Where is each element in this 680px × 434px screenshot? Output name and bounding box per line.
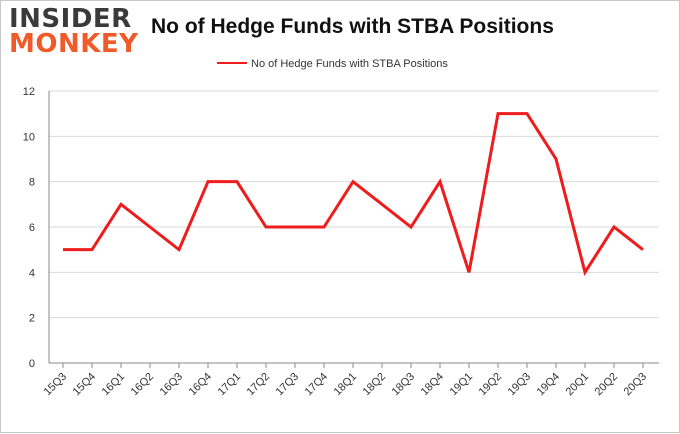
x-tick-label: 17Q1: [216, 371, 244, 399]
x-tick-label: 16Q1: [100, 371, 128, 399]
x-tick-labels: 15Q3 15Q4 16Q1 16Q2 16Q3 16Q4 17Q1 17Q2 17Q3 17Q4…: [42, 371, 650, 399]
x-tick-label: 15Q4: [71, 371, 99, 399]
x-tick-label: 17Q2: [245, 371, 273, 399]
y-tick-label: 2: [29, 313, 35, 325]
logo-line-2: MONKEY: [9, 29, 139, 59]
x-tick-label: 18Q1: [332, 371, 360, 399]
x-tick-label: 19Q1: [448, 371, 476, 399]
x-tick-label: 20Q3: [622, 371, 650, 399]
x-tick-label: 16Q3: [158, 371, 186, 399]
insider-monkey-logo: INSIDER MONKEY: [9, 6, 138, 57]
x-tick-label: 20Q2: [593, 371, 621, 399]
legend: No of Hedge Funds with STBA Positions: [217, 58, 448, 70]
y-tick-label: 8: [29, 177, 35, 189]
series-line: [63, 112, 644, 277]
y-tick-label: 0: [29, 358, 35, 370]
y-tick-label: 4: [29, 267, 35, 279]
x-tick-label: 19Q2: [477, 371, 505, 399]
y-tick-label: 10: [23, 131, 35, 143]
axes: [48, 91, 659, 368]
x-tick-label: 19Q3: [506, 371, 534, 399]
x-tick-label: 19Q4: [535, 371, 563, 399]
logo-line-1: INSIDER: [9, 4, 132, 34]
y-tick-label: 6: [29, 222, 35, 234]
x-tick-label: 16Q2: [129, 371, 157, 399]
y-tick-labels: 0 2 4 6 8 10 12: [23, 86, 35, 370]
legend-label: No of Hedge Funds with STBA Positions: [251, 58, 448, 70]
x-tick-label: 15Q3: [42, 371, 70, 399]
x-tick-label: 18Q3: [390, 371, 418, 399]
y-tick-label: 12: [23, 86, 35, 98]
x-tick-label: 20Q1: [564, 371, 592, 399]
series-layer: [63, 112, 644, 277]
x-tick-label: 17Q4: [303, 371, 331, 399]
chart-title: No of Hedge Funds with STBA Positions: [151, 15, 554, 38]
x-tick-label: 18Q4: [419, 371, 447, 399]
x-tick-label: 17Q3: [274, 371, 302, 399]
x-tick-label: 18Q2: [361, 371, 389, 399]
x-tick-label: 16Q4: [187, 371, 215, 399]
